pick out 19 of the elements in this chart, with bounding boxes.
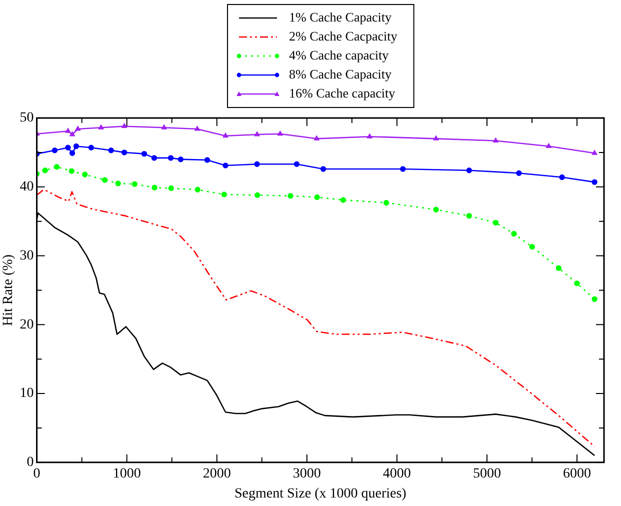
legend-label: 8% Cache Capacity	[289, 66, 392, 82]
y-tick-label: 20	[20, 317, 34, 332]
x-axis-title: Segment Size (x 1000 queries)	[234, 486, 407, 502]
x-tick-label: 5000	[472, 466, 501, 482]
y-tick-label: 50	[20, 110, 34, 126]
x-tick-label: 1000	[112, 466, 141, 482]
y-tick-label: 30	[20, 248, 34, 264]
legend-label: 4% Cache capacity	[289, 47, 390, 62]
x-tick-label: 3000	[292, 466, 321, 482]
x-tick-label: 4000	[382, 466, 411, 482]
y-axis-title: Hit Rate (%)	[1, 254, 16, 326]
legend-label: 16% Cache capacity	[289, 85, 396, 100]
x-tick-label: 2000	[202, 466, 231, 482]
y-tick-label: 0	[26, 455, 34, 470]
y-tick-label: 40	[20, 180, 34, 195]
legend-label: 1% Cache Capacity	[289, 9, 392, 24]
y-tick-label: 10	[20, 386, 34, 402]
legend-label: 2% Cache Cacpacity	[289, 28, 398, 44]
x-tick-label: 6000	[562, 466, 591, 482]
